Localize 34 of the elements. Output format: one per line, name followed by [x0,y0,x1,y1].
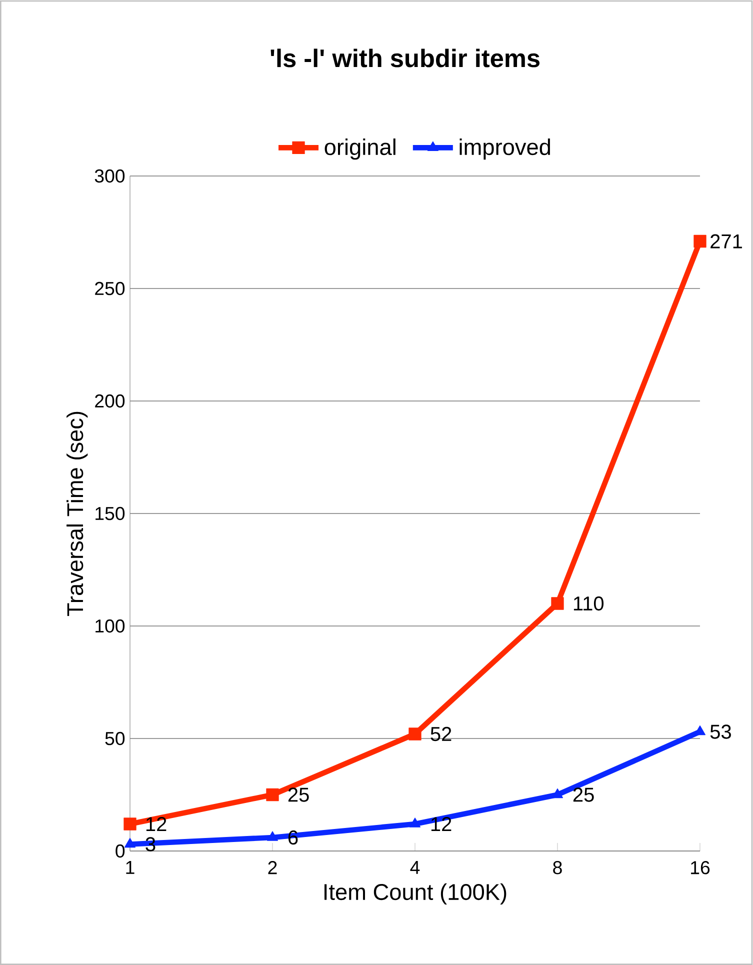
data-label: 52 [430,726,452,742]
point [124,838,136,848]
y-tick-label: 0 [116,844,125,858]
x-tick-label: 1 [126,861,134,874]
legend-label: improved [460,138,550,160]
point [552,788,564,798]
point [266,831,278,841]
x-tick-label: 4 [410,861,420,874]
data-label: 12 [146,817,166,831]
point [266,788,279,802]
point [408,728,422,740]
point [409,818,421,828]
y-axis-title: Traversal Time (sec) [66,412,88,616]
chart-title: 'ls -l' with subdir items [270,48,540,68]
x-tick-label: 2 [268,861,277,874]
y-tick-label: 200 [95,394,125,408]
legend-label: original [324,138,396,160]
data-label: 271 [710,234,742,248]
data-label: 110 [574,596,604,611]
data-label: 12 [431,817,452,831]
y-tick-label: 50 [105,732,125,746]
data-label: 25 [288,788,309,802]
point [694,234,706,248]
point [124,818,136,830]
y-tick-label: 250 [95,282,125,296]
data-label: 25 [573,788,594,802]
x-axis-title: Item Count (100K) [324,883,506,905]
y-tick-label: 300 [94,169,125,183]
y-tick-label: 100 [96,619,125,633]
data-label: 53 [710,724,731,739]
point [551,597,564,610]
x-tick-label: 8 [553,861,562,874]
x-tick-label: 16 [691,861,710,874]
y-tick-label: 150 [96,506,125,520]
